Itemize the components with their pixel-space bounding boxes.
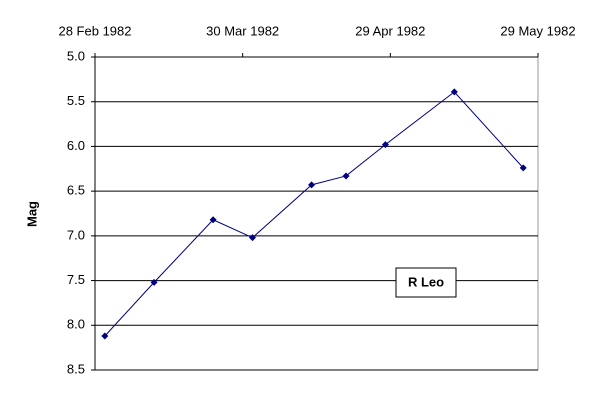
y-tick-label: 7.5 <box>67 272 85 287</box>
y-tick-label: 8.5 <box>67 361 85 376</box>
data-point <box>101 332 109 340</box>
annotation-box <box>395 267 457 298</box>
data-point <box>519 164 527 172</box>
x-tick-label: 29 Apr 1982 <box>355 23 425 38</box>
y-axis-label: Mag <box>24 201 39 227</box>
annotation: R Leo <box>408 274 444 289</box>
y-tick-label: 8.0 <box>67 317 85 332</box>
data-point <box>150 278 158 286</box>
x-tick-label: 30 Mar 1982 <box>206 23 279 38</box>
data-point <box>450 88 458 96</box>
y-tick-label: 6.0 <box>67 138 85 153</box>
y-tick-label: 7.0 <box>67 227 85 242</box>
data-point <box>381 141 389 149</box>
y-tick-label: 5.5 <box>67 93 85 108</box>
x-tick-label: 28 Feb 1982 <box>58 23 131 38</box>
x-tick-label: 29 May 1982 <box>500 23 575 38</box>
data-point <box>249 234 257 242</box>
data-line <box>104 91 524 337</box>
data-point <box>308 181 316 189</box>
y-tick-label: 6.5 <box>67 183 85 198</box>
data-point <box>209 216 217 224</box>
data-point <box>342 172 350 180</box>
y-tick-label: 5.0 <box>67 48 85 63</box>
